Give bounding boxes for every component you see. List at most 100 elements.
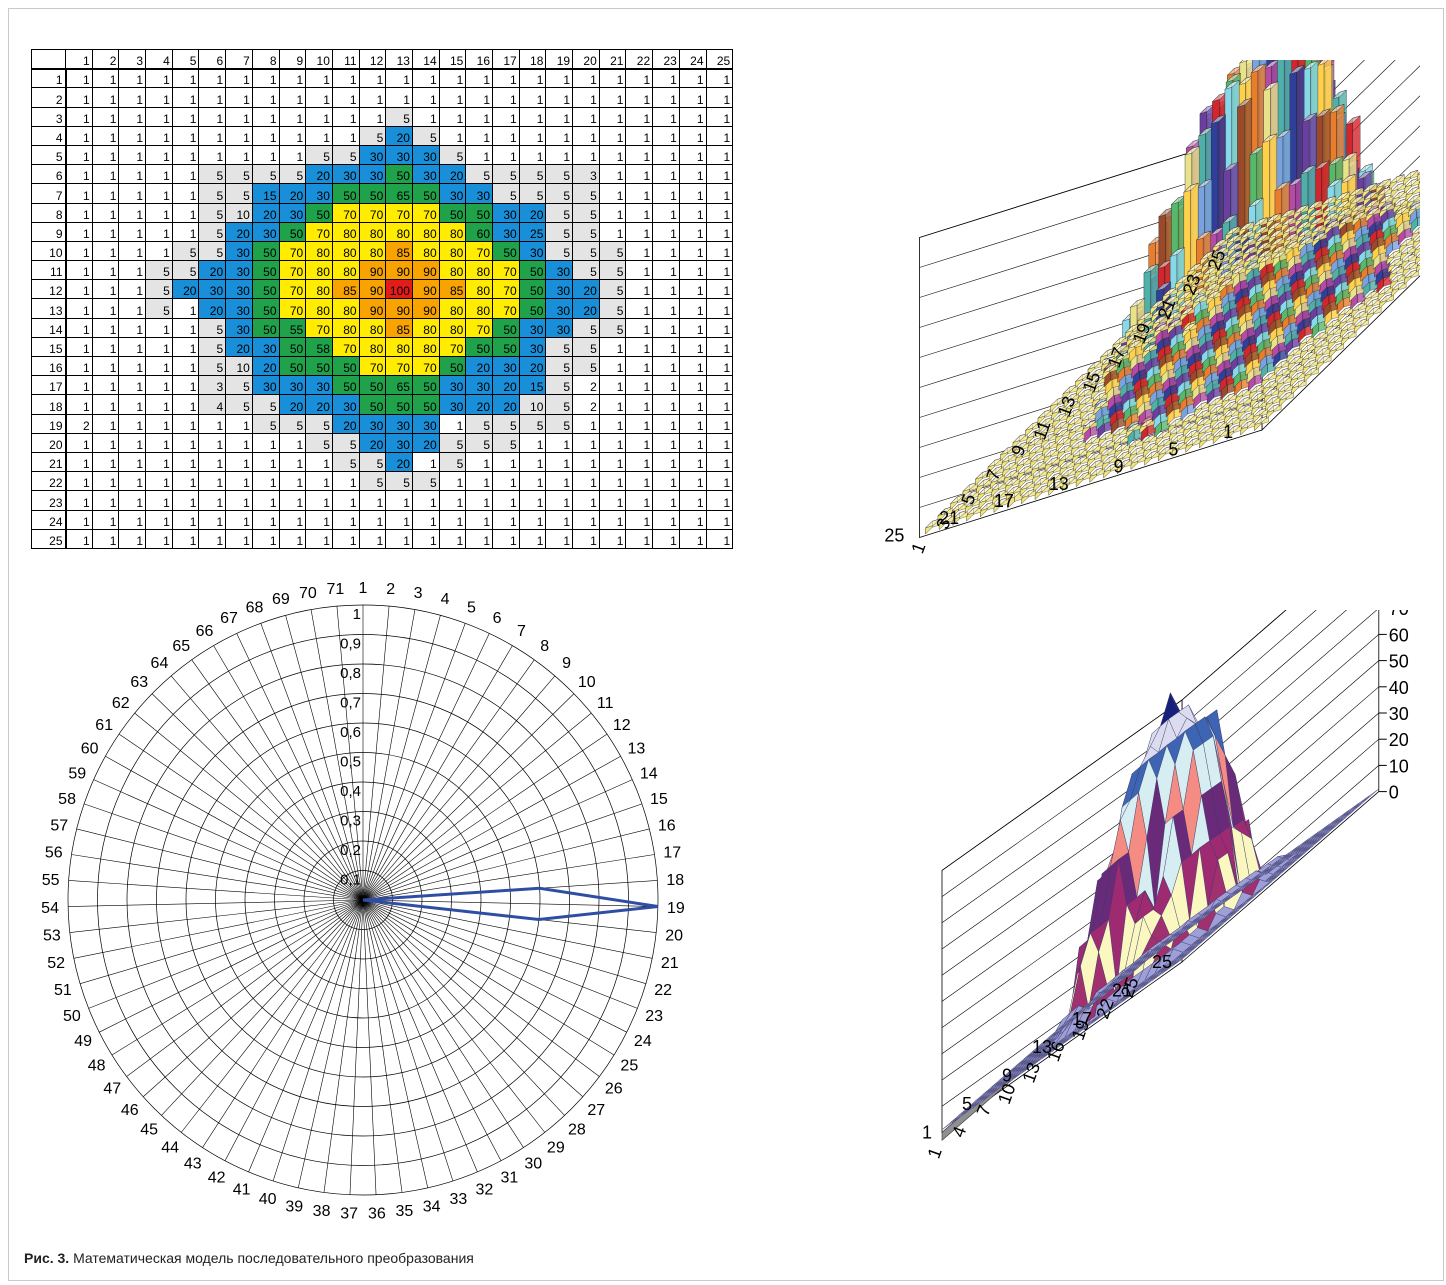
heatmap-cell: 1	[118, 451, 147, 473]
bar-top	[1209, 226, 1225, 236]
heatmap-cell: 1	[438, 490, 467, 511]
heatmap-cell: 1	[625, 336, 654, 358]
heatmap-col-header: 13	[385, 48, 413, 70]
heatmap-cell: 1	[65, 375, 93, 396]
bar-top	[1058, 452, 1074, 462]
radar-category-label: 18	[666, 872, 684, 889]
surf-xtick-label: 1	[924, 1145, 946, 1161]
heatmap-cell: 5	[545, 394, 574, 415]
bar-mark	[1128, 438, 1144, 455]
heatmap-cell: 1	[225, 413, 253, 434]
radar-spoke	[83, 803, 364, 901]
radar-spoke	[323, 899, 364, 1193]
bar-top	[966, 505, 982, 516]
bar-top	[1153, 322, 1169, 333]
heatmap-cell: 50	[358, 183, 387, 204]
heatmap-row-header: 13	[31, 298, 67, 319]
bar-mark	[1266, 212, 1282, 229]
radar-category-label: 67	[220, 610, 238, 627]
heatmap-cell: 1	[572, 471, 600, 492]
bar-mark	[1348, 187, 1364, 203]
heatmap-cell: 1	[225, 528, 253, 549]
bar-top	[1392, 190, 1407, 200]
radar-spoke	[285, 615, 364, 901]
radar-category-label: 10	[578, 674, 596, 691]
heatmap-row-header: 9	[31, 221, 67, 242]
radar-category-label: 33	[450, 1191, 468, 1208]
heatmap-cell: 1	[678, 355, 707, 377]
heatmap-cell: 1	[625, 106, 654, 127]
heatmap-cell: 1	[492, 68, 520, 89]
bar-top	[1387, 257, 1403, 268]
heatmap-cell: 1	[678, 183, 707, 204]
heatmap-cell: 1	[171, 164, 200, 185]
bar-top	[925, 518, 940, 529]
bar-top	[1379, 202, 1395, 212]
surf-ztick-label: 10	[1389, 756, 1409, 776]
heatmap-cell: 1	[652, 221, 680, 242]
heatmap-cell: 1	[171, 451, 200, 473]
heatmap-cell: 5	[331, 144, 360, 166]
bar-top	[1218, 277, 1234, 288]
bar-top	[1309, 215, 1325, 226]
bar-top	[1033, 476, 1049, 486]
bar-mark	[1017, 464, 1033, 481]
heatmap-cell: 30	[358, 413, 387, 434]
bar-top	[1209, 404, 1225, 415]
bar-top	[1158, 445, 1173, 456]
bar-mark	[1142, 434, 1157, 450]
heatmap-cell: 1	[91, 240, 120, 262]
heatmap-cell: 1	[545, 144, 574, 166]
bar-top	[1127, 339, 1143, 349]
heatmap-col-header: 17	[492, 48, 520, 70]
heatmap-cell: 1	[65, 509, 93, 530]
heatmap-cell: 1	[705, 68, 734, 89]
bar-top	[1090, 375, 1105, 386]
bar-top	[1315, 346, 1331, 357]
bar-top	[1341, 330, 1357, 340]
heatmap-cell: 1	[91, 394, 120, 415]
radar-spoke	[362, 779, 633, 901]
bar-top	[977, 485, 993, 496]
bar-top	[1284, 240, 1300, 250]
bar-top	[1166, 310, 1182, 321]
heatmap-cell: 80	[411, 240, 440, 262]
bar-top	[1417, 171, 1420, 176]
heatmap-cell: 1	[91, 106, 120, 127]
bar-mark	[1078, 395, 1094, 412]
bar-top	[1299, 335, 1314, 345]
bar-top	[1019, 480, 1035, 491]
bar-top	[1303, 60, 1319, 71]
heatmap-cell: 1	[652, 317, 680, 338]
bar-top	[1255, 233, 1270, 243]
bar-top	[1202, 266, 1218, 276]
heatmap-cell: 1	[118, 106, 147, 127]
surf-ztick-label: 30	[1389, 704, 1409, 724]
figure-frame	[8, 8, 1444, 1281]
bar-top	[1225, 73, 1241, 83]
radar-category-label: 21	[661, 955, 679, 972]
bar-mark	[1052, 412, 1068, 429]
heatmap-cell: 1	[251, 509, 280, 530]
bar-top	[1100, 347, 1115, 358]
heatmap-cell: 80	[438, 317, 467, 338]
heatmap-cell: 1	[705, 375, 734, 396]
heatmap-cell: 1	[652, 298, 680, 319]
bar-top	[1015, 449, 1030, 459]
heatmap-cell: 20	[251, 355, 280, 377]
heatmap-cell: 3	[198, 375, 227, 396]
heatmap-cell: 1	[625, 394, 654, 415]
heatmap-cell: 80	[331, 260, 360, 281]
radar-spoke	[362, 899, 584, 1097]
bar-mark	[1389, 265, 1404, 282]
heatmap-cell: 80	[331, 298, 360, 319]
heatmap-cell: 1	[145, 221, 173, 242]
bar-mark	[1280, 208, 1295, 225]
heatmap-cell: 1	[145, 355, 173, 377]
radar-spoke	[181, 899, 364, 1133]
bar-top	[1274, 359, 1289, 369]
bar-top	[1117, 458, 1132, 468]
radar-spoke	[362, 899, 454, 1182]
heatmap-cell: 1	[65, 202, 93, 223]
surf-ztick-label: 70	[1389, 610, 1409, 619]
